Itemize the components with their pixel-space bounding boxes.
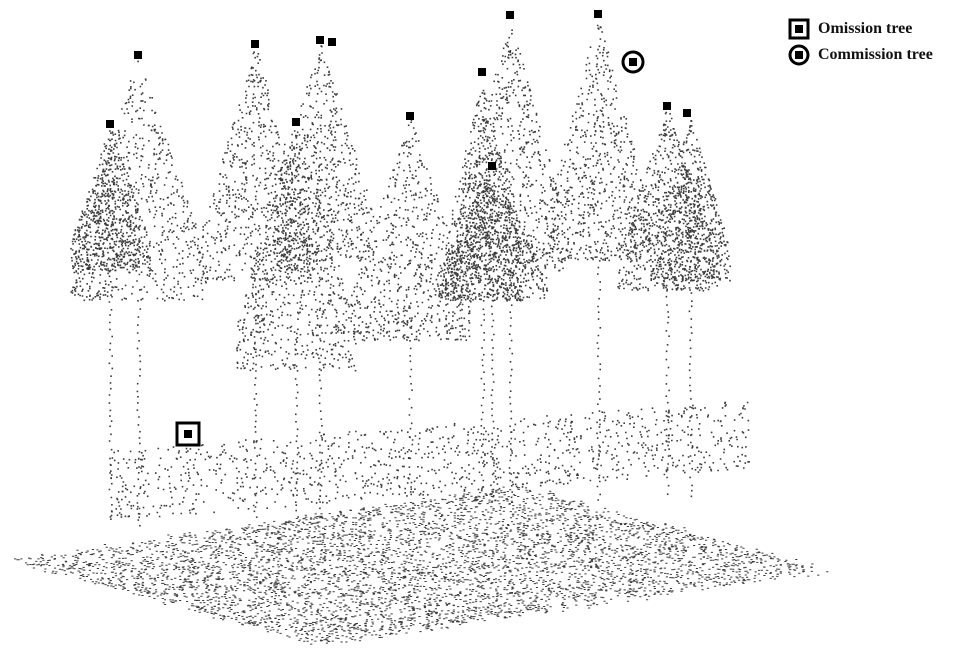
treetop-marker bbox=[406, 112, 414, 120]
omission-tree-marker bbox=[175, 421, 201, 447]
treetop-marker bbox=[251, 40, 259, 48]
legend-label-commission: Commission tree bbox=[818, 46, 933, 63]
circle-marker-icon bbox=[788, 44, 810, 66]
treetop-marker bbox=[594, 10, 602, 18]
commission-tree-marker bbox=[621, 50, 645, 74]
detected-treetop-markers bbox=[106, 10, 691, 170]
treetop-marker bbox=[134, 51, 142, 59]
treetop-marker bbox=[506, 11, 514, 19]
ground-points bbox=[14, 486, 829, 645]
legend: Omission tree Commission tree bbox=[788, 16, 933, 68]
treetop-marker bbox=[328, 38, 336, 46]
treetop-marker bbox=[478, 68, 486, 76]
treetop-marker bbox=[316, 36, 324, 44]
legend-item-commission: Commission tree bbox=[788, 42, 933, 68]
treetop-marker bbox=[106, 120, 114, 128]
legend-item-omission: Omission tree bbox=[788, 16, 933, 42]
treetop-marker bbox=[663, 102, 671, 110]
legend-label-omission: Omission tree bbox=[818, 20, 913, 37]
treetop-marker bbox=[488, 162, 496, 170]
square-marker-icon bbox=[788, 18, 810, 40]
treetop-marker bbox=[292, 118, 300, 126]
treetop-marker bbox=[683, 109, 691, 117]
tree-crown-points bbox=[70, 24, 750, 520]
tree-stem-points bbox=[108, 260, 694, 527]
